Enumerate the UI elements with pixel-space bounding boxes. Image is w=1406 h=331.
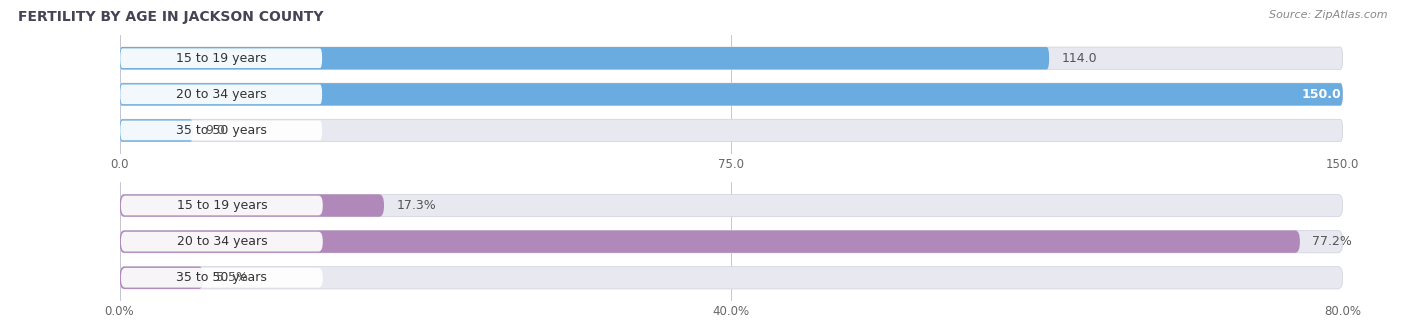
FancyBboxPatch shape xyxy=(121,196,323,215)
Text: 9.0: 9.0 xyxy=(205,124,225,137)
FancyBboxPatch shape xyxy=(120,119,193,142)
FancyBboxPatch shape xyxy=(121,48,322,68)
FancyBboxPatch shape xyxy=(120,230,1301,253)
FancyBboxPatch shape xyxy=(120,194,1343,217)
Text: 5.5%: 5.5% xyxy=(217,271,247,284)
Text: 17.3%: 17.3% xyxy=(396,199,436,212)
FancyBboxPatch shape xyxy=(121,120,322,140)
FancyBboxPatch shape xyxy=(121,268,323,288)
Text: 15 to 19 years: 15 to 19 years xyxy=(176,52,267,65)
FancyBboxPatch shape xyxy=(120,266,1343,289)
Text: 114.0: 114.0 xyxy=(1062,52,1097,65)
FancyBboxPatch shape xyxy=(120,47,1049,70)
Text: 35 to 50 years: 35 to 50 years xyxy=(176,124,267,137)
FancyBboxPatch shape xyxy=(120,47,1343,70)
FancyBboxPatch shape xyxy=(121,232,323,252)
Text: 35 to 50 years: 35 to 50 years xyxy=(176,271,267,284)
Text: FERTILITY BY AGE IN JACKSON COUNTY: FERTILITY BY AGE IN JACKSON COUNTY xyxy=(18,10,323,24)
Text: 150.0: 150.0 xyxy=(1302,88,1341,101)
FancyBboxPatch shape xyxy=(120,119,1343,142)
Text: 20 to 34 years: 20 to 34 years xyxy=(176,88,267,101)
FancyBboxPatch shape xyxy=(120,83,1343,106)
FancyBboxPatch shape xyxy=(120,83,1343,106)
FancyBboxPatch shape xyxy=(120,194,384,217)
Text: 15 to 19 years: 15 to 19 years xyxy=(177,199,267,212)
FancyBboxPatch shape xyxy=(121,84,322,104)
FancyBboxPatch shape xyxy=(120,230,1343,253)
Text: 77.2%: 77.2% xyxy=(1312,235,1353,248)
FancyBboxPatch shape xyxy=(120,266,204,289)
Text: 20 to 34 years: 20 to 34 years xyxy=(177,235,267,248)
Text: Source: ZipAtlas.com: Source: ZipAtlas.com xyxy=(1270,10,1388,20)
